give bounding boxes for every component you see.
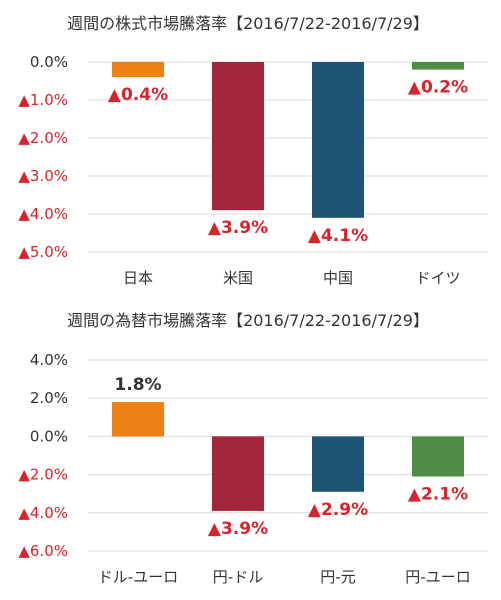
y-tick-label: ▲2.0% [18, 466, 68, 484]
y-tick-label: 2.0% [30, 389, 68, 407]
y-tick-label: ▲4.0% [18, 504, 68, 522]
x-tick-label: 日本 [123, 269, 153, 287]
data-label: ▲2.1% [408, 485, 468, 505]
x-tick-label: 円-元 [320, 568, 355, 586]
chart-title: 週間の株式市場騰落率【2016/7/22-2016/7/29】 [67, 14, 429, 33]
stock-market-chart: 週間の株式市場騰落率【2016/7/22-2016/7/29】 0.0% ▲1.0%… [18, 14, 488, 287]
bar [412, 62, 464, 70]
fx-market-chart: 週間の為替市場騰落率【2016/7/22-2016/7/29】 4.0% 2.0% 0… [18, 311, 488, 586]
y-tick-label: ▲5.0% [18, 243, 68, 261]
y-tick-label: ▲3.0% [18, 167, 68, 185]
bar [312, 62, 364, 218]
bar [412, 436, 464, 477]
data-label: ▲2.9% [308, 500, 368, 520]
y-tick-label: 0.0% [30, 427, 68, 445]
data-label: 1.8% [114, 375, 161, 395]
chart-title: 週間の為替市場騰落率【2016/7/22-2016/7/29】 [67, 311, 429, 330]
data-label: ▲3.9% [208, 519, 268, 539]
bar [212, 62, 264, 211]
x-tick-label: 円-ドル [213, 568, 263, 586]
x-tick-label: 米国 [223, 269, 253, 287]
bar [112, 62, 164, 78]
x-tick-label: ドイツ [415, 269, 460, 287]
x-tick-label: 中国 [323, 269, 353, 287]
bar [312, 436, 364, 492]
y-tick-label: ▲6.0% [18, 542, 68, 560]
data-label: ▲3.9% [208, 218, 268, 238]
x-tick-label: 円-ユーロ [405, 568, 470, 586]
bar [212, 436, 264, 511]
data-label: ▲4.1% [308, 226, 368, 246]
bar [112, 402, 164, 437]
data-label: ▲0.2% [408, 78, 468, 98]
data-label: ▲0.4% [108, 85, 168, 105]
y-tick-label: 0.0% [30, 53, 68, 71]
y-tick-label: 4.0% [30, 351, 68, 369]
x-tick-label: ドル-ユーロ [98, 568, 178, 586]
y-tick-label: ▲4.0% [18, 205, 68, 223]
y-tick-label: ▲2.0% [18, 129, 68, 147]
y-tick-label: ▲1.0% [18, 91, 68, 109]
